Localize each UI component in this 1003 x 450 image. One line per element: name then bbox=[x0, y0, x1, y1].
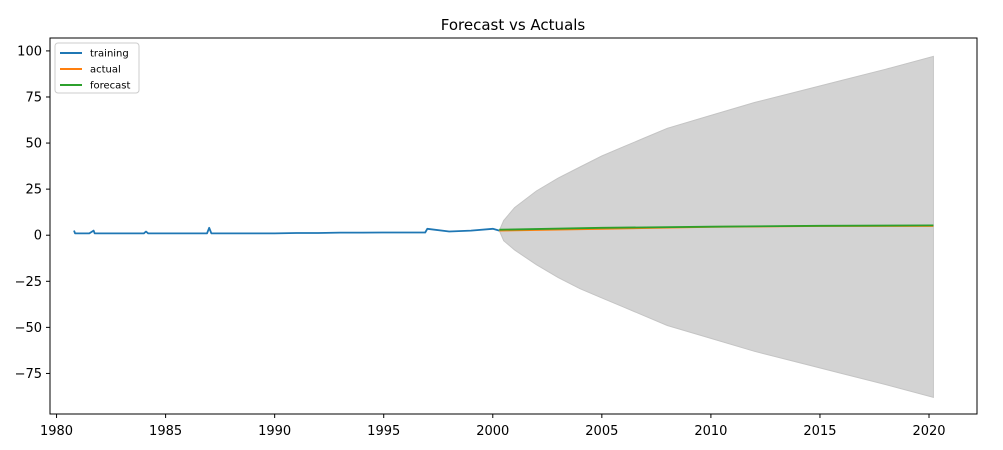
legend-label-actual: actual bbox=[90, 65, 121, 76]
y-tick-label: −25 bbox=[15, 275, 42, 290]
plot-area bbox=[73, 55, 934, 399]
chart-title: Forecast vs Actuals bbox=[441, 16, 586, 34]
y-tick-label: 0 bbox=[34, 229, 42, 244]
y-tick-label: −50 bbox=[15, 321, 42, 336]
y-tick-label: 50 bbox=[25, 137, 42, 152]
legend-label-forecast: forecast bbox=[90, 81, 131, 92]
x-tick-label: 2005 bbox=[585, 424, 618, 439]
x-tick-label: 1985 bbox=[149, 424, 182, 439]
y-tick-label: 100 bbox=[17, 44, 42, 59]
series-line-forecast bbox=[499, 224, 934, 231]
x-tick-label: 2000 bbox=[476, 424, 509, 439]
y-tick-label: 25 bbox=[25, 183, 42, 198]
x-tick-label: 2015 bbox=[803, 424, 836, 439]
legend: training actual forecast bbox=[54, 42, 140, 94]
x-tick-label: 1980 bbox=[40, 424, 73, 439]
y-tick-label: 75 bbox=[25, 90, 42, 105]
legend-label-training: training bbox=[90, 49, 129, 60]
x-tick-label: 2020 bbox=[912, 424, 945, 439]
axes-frame bbox=[49, 37, 978, 415]
legend-box bbox=[54, 42, 140, 94]
y-tick-label: −75 bbox=[15, 367, 42, 382]
axes: 1980 1985 1990 1995 2000 2005 2010 2015 2020 100 7… bbox=[15, 37, 978, 439]
x-tick-label: 1990 bbox=[258, 424, 291, 439]
x-tick-label: 2010 bbox=[694, 424, 727, 439]
x-tick-label: 1995 bbox=[367, 424, 400, 439]
series-line-training bbox=[73, 226, 500, 235]
